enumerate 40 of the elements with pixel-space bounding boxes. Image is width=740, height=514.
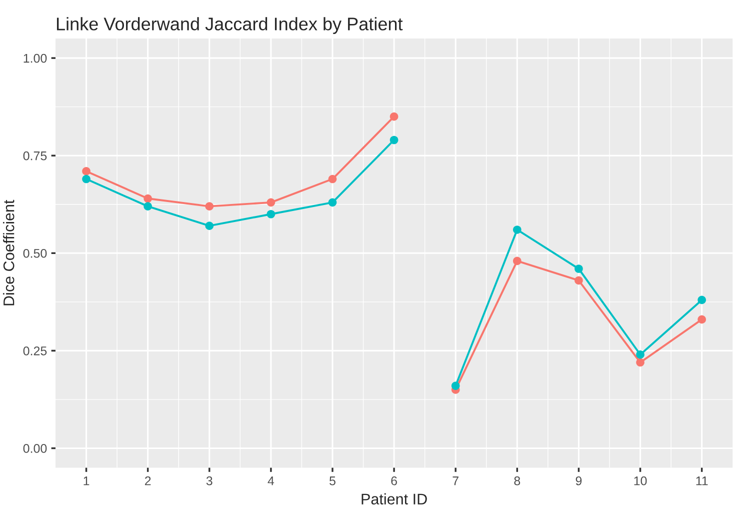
point	[144, 202, 152, 210]
point	[574, 264, 583, 273]
point	[328, 174, 337, 184]
x-tick-label: 2	[144, 476, 151, 486]
point	[512, 226, 522, 234]
x-tick-label: 1	[84, 476, 90, 486]
x-tick-label: 5	[330, 476, 336, 486]
point	[698, 315, 706, 324]
y-tick-label: 0.00	[23, 444, 47, 453]
point	[266, 198, 276, 207]
point	[574, 276, 583, 285]
point	[82, 167, 90, 176]
x-tick-label: 11	[696, 476, 708, 486]
point	[636, 350, 644, 359]
y-tick-label: 1.00	[24, 54, 47, 63]
point	[390, 112, 398, 121]
x-tick-label: 3	[206, 476, 212, 486]
point	[390, 136, 398, 144]
y-axis-title: Dice Coefficient	[3, 200, 14, 306]
point	[636, 358, 644, 367]
y-tick-label: 0.50	[23, 248, 47, 258]
y-tick-label: 0.75	[23, 151, 47, 160]
x-tick-label: 4	[268, 476, 274, 486]
point	[512, 256, 522, 266]
x-tick-label: 7	[452, 476, 458, 486]
point	[328, 198, 337, 207]
x-tick-label: 10	[634, 476, 647, 486]
point	[205, 202, 214, 210]
x-tick-label: 6	[391, 476, 397, 486]
x-tick-label: 9	[576, 476, 582, 486]
x-axis-title: Patient ID	[362, 493, 427, 505]
point	[451, 382, 460, 390]
chart-title: Linke Vorderwand Jaccard Index by Patient	[56, 17, 403, 34]
point	[82, 174, 90, 184]
y-tick-label: 0.25	[23, 346, 47, 356]
point	[698, 296, 706, 304]
point	[205, 222, 214, 230]
point	[266, 210, 276, 218]
point	[144, 194, 152, 203]
x-tick-label: 8	[514, 476, 520, 486]
